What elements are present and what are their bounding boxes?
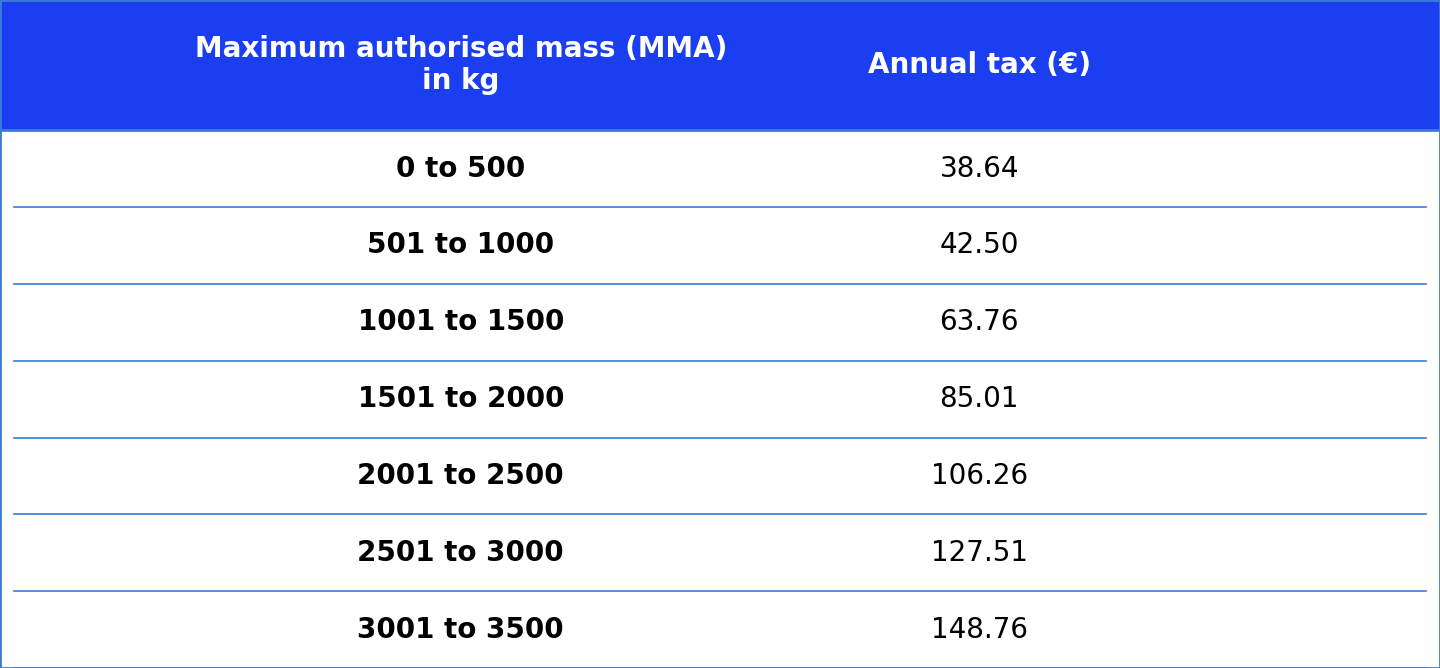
FancyBboxPatch shape [0, 438, 1440, 514]
FancyBboxPatch shape [0, 591, 1440, 668]
Text: 1501 to 2000: 1501 to 2000 [357, 385, 564, 413]
FancyBboxPatch shape [0, 130, 1440, 207]
Text: Annual tax (€): Annual tax (€) [868, 51, 1090, 79]
Text: 2001 to 2500: 2001 to 2500 [357, 462, 564, 490]
Text: 1001 to 1500: 1001 to 1500 [357, 309, 564, 336]
FancyBboxPatch shape [0, 0, 1440, 130]
Text: 3001 to 3500: 3001 to 3500 [357, 616, 564, 643]
Text: 127.51: 127.51 [930, 539, 1028, 566]
FancyBboxPatch shape [0, 207, 1440, 284]
FancyBboxPatch shape [0, 514, 1440, 591]
Text: 38.64: 38.64 [939, 155, 1020, 182]
Text: 42.50: 42.50 [939, 232, 1020, 259]
Text: 2501 to 3000: 2501 to 3000 [357, 539, 564, 566]
Text: 63.76: 63.76 [939, 309, 1020, 336]
FancyBboxPatch shape [0, 284, 1440, 361]
Text: 0 to 500: 0 to 500 [396, 155, 526, 182]
FancyBboxPatch shape [0, 361, 1440, 438]
Text: 85.01: 85.01 [939, 385, 1020, 413]
Text: 501 to 1000: 501 to 1000 [367, 232, 554, 259]
Text: 106.26: 106.26 [930, 462, 1028, 490]
Text: 148.76: 148.76 [930, 616, 1028, 643]
Text: Maximum authorised mass (MMA)
in kg: Maximum authorised mass (MMA) in kg [194, 35, 727, 96]
